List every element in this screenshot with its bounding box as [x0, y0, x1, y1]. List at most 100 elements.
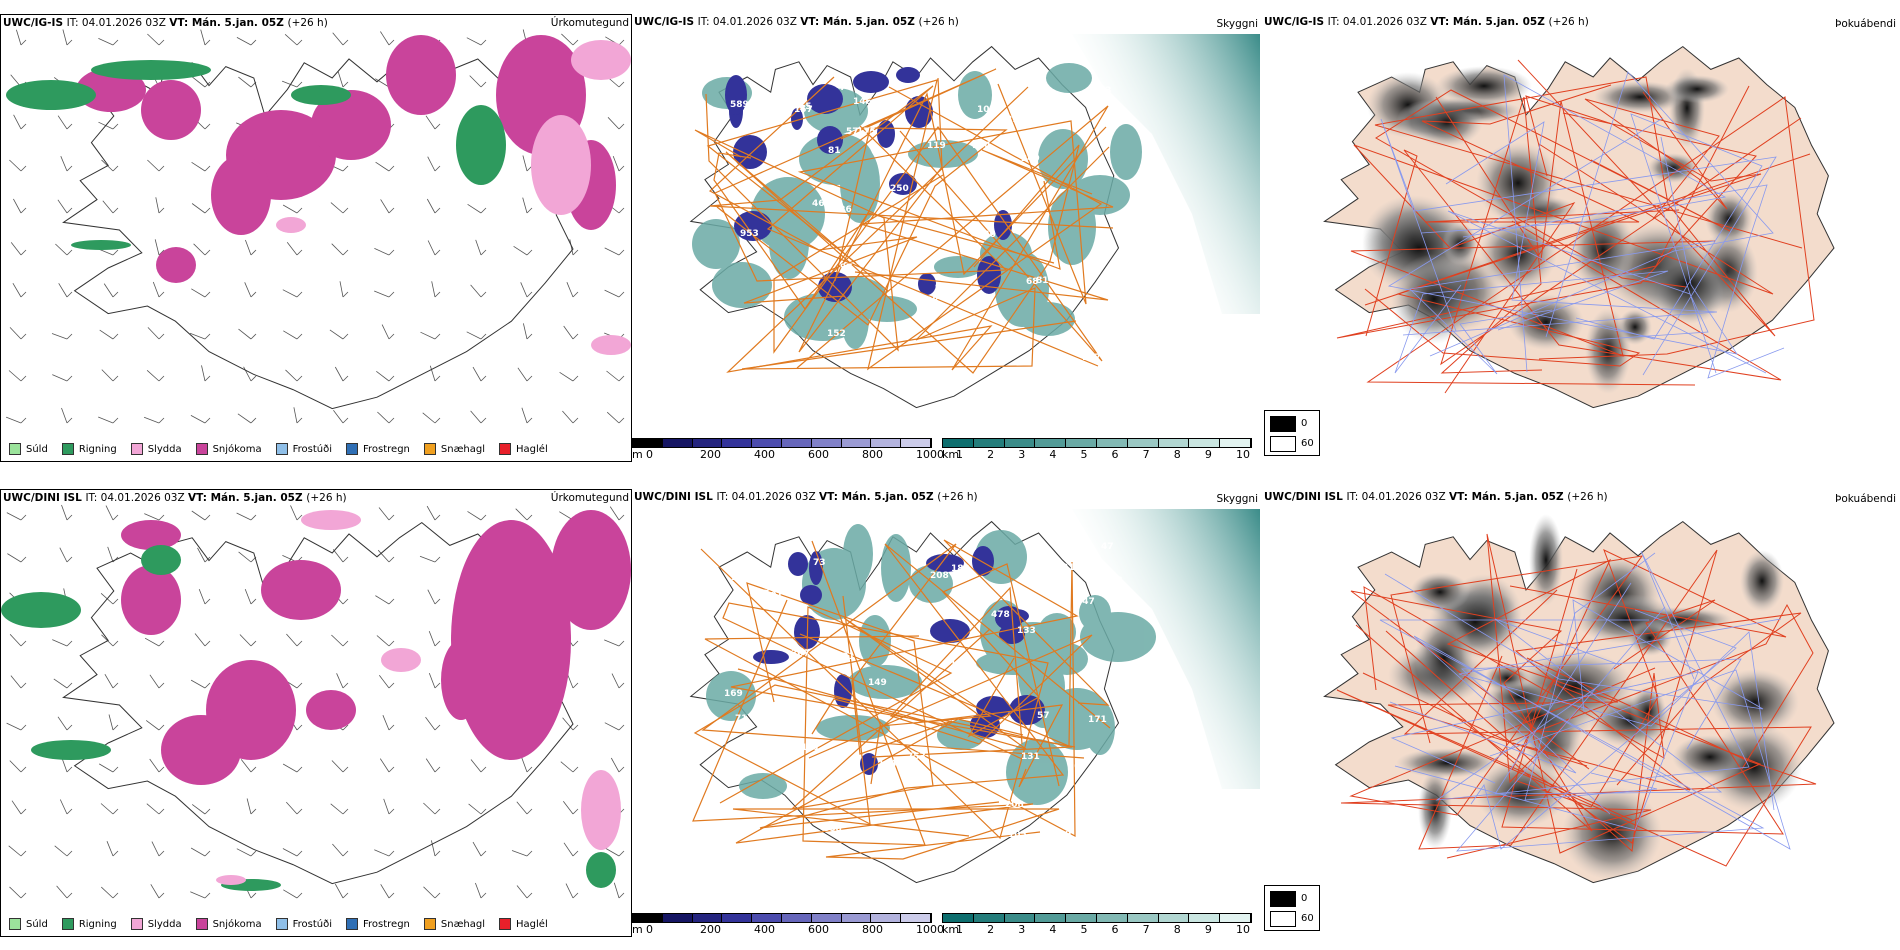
sea-low-visibility — [1072, 509, 1260, 789]
it-label: IT: — [1327, 16, 1343, 28]
scale-swatch — [1096, 439, 1128, 447]
precip-type-panel: UWC/DINI ISL IT: 04.01.2026 03Z VT: Mán.… — [0, 489, 632, 937]
sea-low-visibility — [1072, 34, 1260, 314]
vt-value: Mán. 5.jan. 05Z — [1471, 491, 1568, 503]
river-network — [1380, 71, 1785, 379]
road-network — [1336, 59, 1815, 394]
visibility-value-label: 336 — [977, 230, 996, 240]
visibility-value-label: 71 — [735, 714, 748, 724]
visibility-value-label: 4 — [838, 83, 844, 93]
legend-item: Rigning — [61, 918, 117, 930]
visibility-value-label: 208 — [1005, 800, 1024, 810]
visibility-value-label: 97 — [840, 263, 853, 273]
visibility-map: 9881157134249175152167818031397981196881… — [689, 34, 1260, 409]
scale-swatch — [973, 439, 1005, 447]
run-info-header: UWC/IG-IS IT: 04.01.2026 03Z VT: Mán. 5.… — [1264, 16, 1589, 28]
legend-item: Slydda — [130, 443, 182, 455]
sleet-areas — [276, 40, 631, 355]
legend-label: Snæhagl — [440, 918, 486, 930]
forecast-row-dini-isl: UWC/DINI ISL IT: 04.01.2026 03Z VT: Mán.… — [0, 475, 1900, 950]
legend-label: Slydda — [147, 918, 182, 930]
scale-swatch — [722, 439, 753, 447]
legend-label: Rigning — [78, 918, 117, 930]
legend-item: Frostúði — [275, 443, 332, 455]
visibility-value-label: 73 — [813, 558, 826, 568]
lead-time: (+26 h) — [287, 17, 328, 29]
visibility-scale-m: m 0 200 400 600 800 1000 — [632, 438, 944, 461]
visibility-value-label: 131 — [1021, 752, 1040, 762]
visibility-value-label: 81 — [1119, 288, 1132, 298]
scale-swatch — [1066, 439, 1097, 447]
legend-swatch — [61, 918, 74, 930]
scale-swatch — [781, 439, 812, 447]
legend-swatch — [499, 918, 512, 930]
fog-scale-label-60: 60 — [1301, 913, 1314, 924]
visibility-value-label: 134 — [972, 141, 991, 151]
road-network — [694, 68, 1114, 374]
road-network — [692, 539, 1111, 860]
vt-label: VT: — [800, 16, 823, 28]
precip-type-panel: UWC/IG-IS IT: 04.01.2026 03Z VT: Mán. 5.… — [0, 14, 632, 462]
run-info-header: UWC/DINI ISL IT: 04.01.2026 03Z VT: Mán.… — [1264, 491, 1608, 503]
it-label: IT: — [697, 16, 713, 28]
it-label: IT: — [716, 491, 732, 503]
legend-label: Frostregn — [363, 443, 410, 455]
scale-swatch — [1158, 914, 1190, 922]
scale-swatch — [841, 439, 872, 447]
visibility-value-label: 86 — [1058, 820, 1071, 830]
legend-label: Slydda — [147, 443, 182, 455]
scale-tick: 2 — [987, 923, 995, 936]
legend-item: Snæhagl — [423, 443, 485, 455]
it-value: 04.01.2026 03Z — [712, 16, 801, 28]
legend-item: Rigning — [61, 443, 117, 455]
legend-item: Snjókoma — [195, 443, 262, 455]
scale-tick: 1000 — [916, 923, 944, 936]
visibility-value-label: 121 — [836, 652, 855, 662]
visibility-value-label: 57 — [846, 127, 859, 137]
legend-item: Snæhagl — [423, 918, 486, 930]
visibility-value-label: 598 — [764, 584, 783, 594]
legend-swatch — [9, 918, 21, 930]
legend-item: Slydda — [130, 918, 182, 930]
it-value: 04.01.2026 03Z — [100, 492, 189, 504]
visibility-value-label: 152 — [827, 329, 846, 339]
scale-tick: 5 — [1080, 923, 1088, 936]
it-label: IT: — [66, 17, 82, 29]
vt-label: VT: — [1430, 16, 1453, 28]
lead-time: (+26 h) — [918, 16, 959, 28]
snow-areas — [121, 510, 631, 785]
visibility-value-label: 112 — [761, 102, 780, 112]
scale-swatch — [781, 914, 812, 922]
visibility-value-label: 298 — [1111, 826, 1130, 836]
visibility-value-label: 149 — [868, 678, 887, 688]
scale-swatch — [841, 914, 872, 922]
lead-time: (+26 h) — [1567, 491, 1608, 503]
legend-swatch — [9, 443, 21, 455]
scale-swatch — [633, 914, 663, 922]
visibility-value-label: 191 — [801, 743, 820, 753]
model-name: UWC/IG-IS — [1264, 16, 1328, 28]
scale-m-swatches — [632, 438, 932, 448]
scale-swatch — [943, 914, 974, 922]
legend-label: Haglél — [516, 918, 548, 930]
visibility-value-label: 313 — [1006, 115, 1025, 125]
legend-swatch — [423, 918, 436, 930]
vt-value: Mán. 5.jan. 05Z — [191, 17, 288, 29]
scale-tick: 9 — [1204, 923, 1212, 936]
visibility-value-label: 68 — [1026, 277, 1039, 287]
visibility-value-label: 947 — [731, 573, 750, 583]
visibility-value-label: 175 — [857, 127, 876, 137]
legend-label: Súld — [26, 918, 48, 930]
legend-swatch — [275, 443, 288, 455]
scale-swatch — [901, 914, 931, 922]
scale-swatch — [811, 914, 842, 922]
scale-tick: 8 — [1173, 923, 1181, 936]
visibility-value-label: 190 — [950, 659, 969, 669]
vt-value: Mán. 5.jan. 05Z — [210, 492, 307, 504]
scale-swatch — [871, 914, 902, 922]
scale-swatch — [1127, 914, 1159, 922]
scale-tick: 2 — [987, 448, 995, 461]
scale-km-swatches — [942, 438, 1252, 448]
legend-item: Snjókoma — [195, 918, 262, 930]
visibility-value-label: 101 — [764, 591, 783, 601]
